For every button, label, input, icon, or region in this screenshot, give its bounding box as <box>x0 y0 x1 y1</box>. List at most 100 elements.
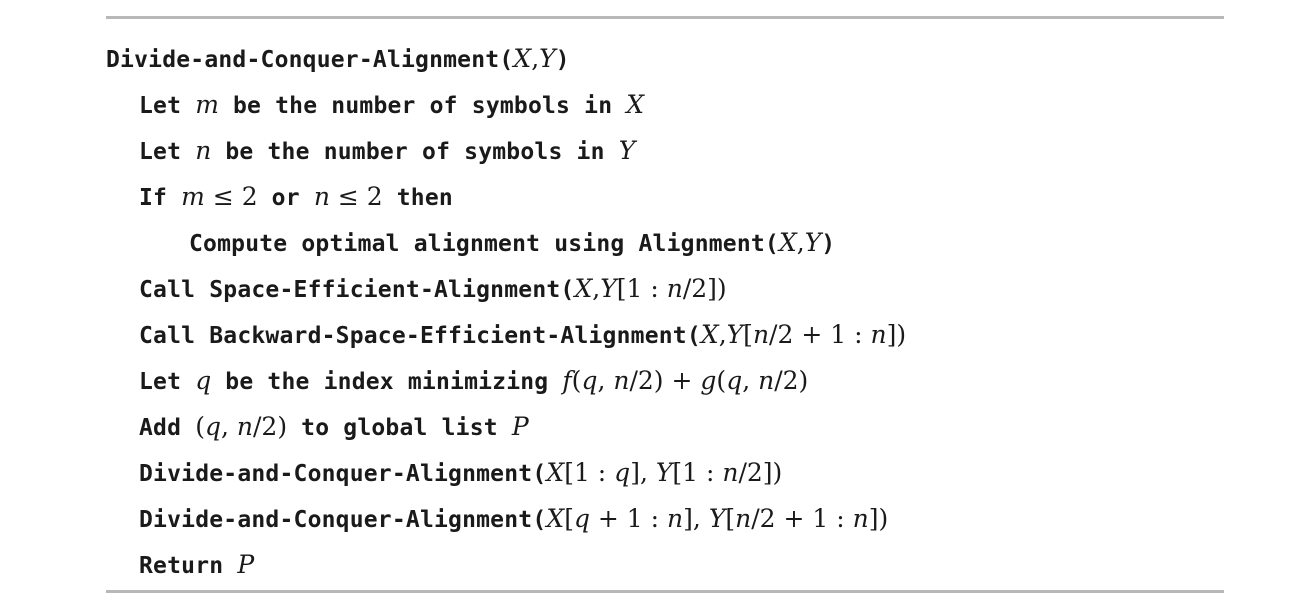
math-symbol: + 1 : <box>589 504 668 533</box>
code-text: Let <box>139 369 196 395</box>
math-variable: P <box>237 550 255 579</box>
math-variable: X <box>546 458 565 487</box>
math-variable: n <box>735 504 752 533</box>
math-expression: Y <box>619 136 636 165</box>
math-variable: n <box>195 136 212 165</box>
math-variable: n <box>613 366 630 395</box>
code-text: or <box>257 185 314 211</box>
math-symbol: ]) <box>868 504 889 533</box>
math-variable: m <box>181 182 205 211</box>
math-variable: q <box>581 366 598 395</box>
code-text: If <box>139 185 182 211</box>
code-text: to global list <box>287 415 512 441</box>
pseudocode-line: Divide-and-Conquer-Alignment(X,Y) <box>106 36 1216 82</box>
math-symbol: [1 : <box>564 458 615 487</box>
math-symbol: ], <box>630 458 656 487</box>
pseudocode-line: If m ≤ 2 or n ≤ 2 then <box>106 174 1216 220</box>
math-expression: X,Y <box>513 44 555 73</box>
math-variable: q <box>573 504 590 533</box>
pseudocode-line: Call Space-Efficient-Alignment(X,Y[1 : n… <box>106 266 1216 312</box>
math-variable: n <box>236 412 253 441</box>
math-expression: P <box>237 550 254 579</box>
math-symbol: [ <box>743 320 753 349</box>
pseudocode-line: Let q be the index minimizing f(q, n/2) … <box>106 358 1216 404</box>
math-symbol: /2 + 1 : <box>751 504 853 533</box>
math-variable: n <box>666 274 683 303</box>
code-text: Divide-and-Conquer-Alignment( <box>139 461 547 487</box>
math-variable: Y <box>655 458 673 487</box>
math-variable: n <box>870 320 887 349</box>
math-expression: P <box>512 412 529 441</box>
code-text: ) <box>821 231 836 257</box>
pseudocode-line: Return P <box>106 542 1216 588</box>
code-text: be the number of symbols in <box>218 93 627 119</box>
math-expression: X,Y <box>779 228 821 257</box>
math-symbol: ( <box>716 366 727 395</box>
math-symbol: [1 : <box>616 274 667 303</box>
math-symbol: /2) + <box>629 366 701 395</box>
math-symbol: ( <box>195 412 205 441</box>
math-expression: m ≤ 2 <box>181 182 257 211</box>
math-symbol: /2]) <box>682 274 727 303</box>
math-symbol: /2) <box>253 412 288 441</box>
math-symbol: ( <box>571 366 582 395</box>
math-symbol: ]) <box>886 320 907 349</box>
math-symbol: [ <box>564 504 574 533</box>
math-variable: q <box>204 412 221 441</box>
math-expression: X,Y[n/2 + 1 : n]) <box>701 320 906 349</box>
math-symbol: , <box>220 412 237 441</box>
math-variable: P <box>511 412 529 441</box>
math-variable: f <box>562 366 572 395</box>
math-expression: X <box>626 90 644 119</box>
code-text: Add <box>139 415 196 441</box>
math-variable: Y <box>726 320 744 349</box>
math-variable: Y <box>600 274 617 303</box>
math-symbol: /2 + 1 : <box>769 320 871 349</box>
math-variable: n <box>722 458 739 487</box>
code-text: then <box>382 185 453 211</box>
code-text: Return <box>139 553 238 579</box>
math-symbol: , <box>796 228 805 257</box>
code-text: ) <box>555 47 570 73</box>
math-symbol: [ <box>725 504 736 533</box>
math-variable: X <box>626 90 645 119</box>
math-variable: X <box>513 44 532 73</box>
pseudocode-line: Call Backward-Space-Efficient-Alignment(… <box>106 312 1216 358</box>
math-expression: f(q, n/2) + g(q, n/2) <box>562 366 808 395</box>
math-expression: m <box>195 90 219 119</box>
math-symbol: /2]) <box>738 458 783 487</box>
math-variable: X <box>778 228 797 257</box>
code-text: Call Space-Efficient-Alignment( <box>139 277 575 303</box>
math-variable: n <box>313 182 330 211</box>
math-variable: Y <box>618 136 636 165</box>
math-expression: n ≤ 2 <box>314 182 383 211</box>
algorithm-listing: Divide-and-Conquer-Alignment(X,Y) Let m b… <box>106 36 1216 588</box>
pseudocode-line: Divide-and-Conquer-Alignment(X[q + 1 : n… <box>106 496 1216 542</box>
code-text: Divide-and-Conquer-Alignment( <box>106 47 514 73</box>
math-symbol: , <box>531 44 540 73</box>
math-variable: n <box>758 366 775 395</box>
math-variable: X <box>546 504 565 533</box>
pseudocode-line: Compute optimal alignment using Alignmen… <box>106 220 1216 266</box>
pseudocode-line: Let m be the number of symbols in X <box>106 82 1216 128</box>
math-expression: X[q + 1 : n], Y[n/2 + 1 : n]) <box>546 504 888 533</box>
bottom-rule <box>106 590 1224 593</box>
math-symbol: ≤ 2 <box>329 182 383 211</box>
pseudocode-line: Let n be the number of symbols in Y <box>106 128 1216 174</box>
math-variable: n <box>752 320 770 349</box>
math-expression: n <box>195 136 211 165</box>
math-symbol: [1 : <box>672 458 723 487</box>
math-variable: q <box>726 366 743 395</box>
math-symbol: ≤ 2 <box>204 182 258 211</box>
code-text: be the index minimizing <box>211 369 563 395</box>
math-variable: q <box>614 458 631 487</box>
math-variable: Y <box>804 228 822 257</box>
math-variable: q <box>195 366 212 395</box>
code-text: be the number of symbols in <box>211 139 619 165</box>
math-variable: X <box>574 274 593 303</box>
math-expression: X,Y[1 : n/2]) <box>574 274 726 303</box>
math-symbol: , <box>597 366 614 395</box>
math-variable: n <box>852 504 869 533</box>
code-text: Compute optimal alignment using Alignmen… <box>189 231 779 257</box>
math-expression: q <box>195 366 211 395</box>
